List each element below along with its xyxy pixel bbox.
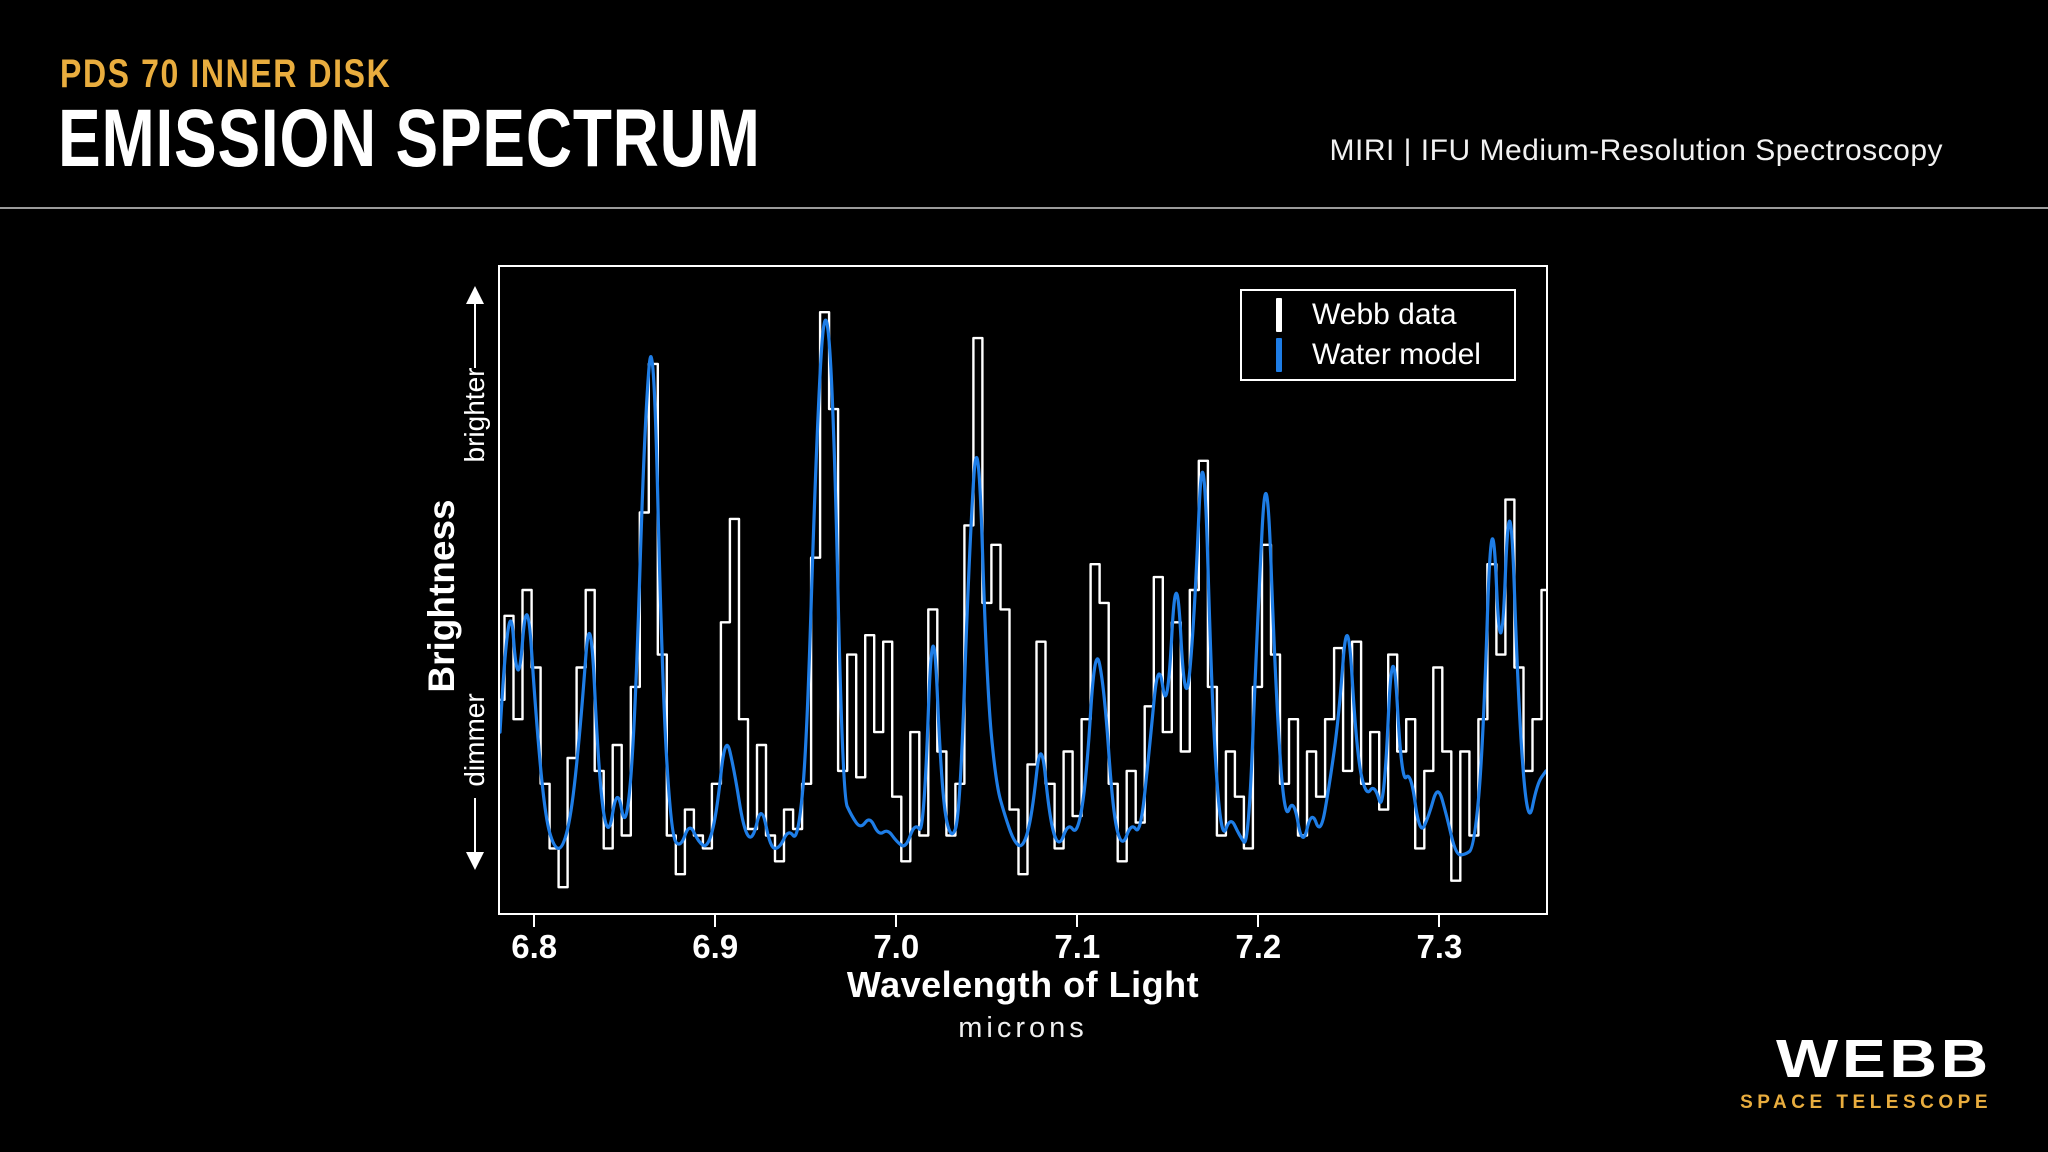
webb-logo-wordmark: WEBB <box>1776 1029 1992 1089</box>
instrument-label: MIRI | IFU Medium-Resolution Spectroscop… <box>1329 134 1943 167</box>
x-tick-mark <box>1438 915 1441 927</box>
webb-logo-subtitle: SPACE TELESCOPE <box>1740 1092 1992 1113</box>
x-tick-label: 7.1 <box>1054 928 1101 965</box>
y-axis-label: Brightness <box>421 499 462 693</box>
y-axis-dimmer-annotation: dimmer <box>459 693 490 787</box>
legend-label: Webb data <box>1312 298 1457 331</box>
page-kicker: PDS 70 INNER DISK <box>60 52 392 96</box>
x-tick-mark <box>895 915 898 927</box>
x-axis-unit-label: microns <box>958 1012 1088 1044</box>
brighter-arrow-icon <box>466 286 484 304</box>
dimmer-arrow-icon <box>466 852 484 870</box>
x-tick-label: 6.9 <box>692 928 739 965</box>
water-model-series-line <box>500 318 1546 857</box>
legend-item-water-model: Water model <box>1276 338 1514 372</box>
x-tick-mark <box>533 915 536 927</box>
webb-logo: WEBB SPACE TELESCOPE <box>1740 1032 1992 1112</box>
water-model-marker-icon <box>1276 338 1282 372</box>
brighter-arrow-line <box>474 302 476 368</box>
legend-label: Water model <box>1312 338 1481 371</box>
x-tick-mark <box>1257 915 1260 927</box>
x-tick-mark <box>1076 915 1079 927</box>
webb-data-marker-icon <box>1276 298 1282 332</box>
x-tick-label: 7.3 <box>1416 928 1463 965</box>
x-tick-label: 7.2 <box>1235 928 1282 965</box>
chart-legend: Webb data Water model <box>1240 289 1516 381</box>
webb-data-series-line <box>500 311 1546 889</box>
x-axis-label: Wavelength of Light <box>846 964 1200 1005</box>
y-axis-brighter-annotation: brighter <box>459 367 490 463</box>
page-title: EMISSION SPECTRUM <box>58 93 761 184</box>
dimmer-arrow-line <box>474 798 476 854</box>
x-tick-mark <box>714 915 717 927</box>
x-tick-label: 7.0 <box>873 928 920 965</box>
x-tick-label: 6.8 <box>511 928 558 965</box>
spectrum-chart <box>500 311 1546 889</box>
header-divider <box>0 207 2048 209</box>
legend-item-webb-data: Webb data <box>1276 298 1514 332</box>
